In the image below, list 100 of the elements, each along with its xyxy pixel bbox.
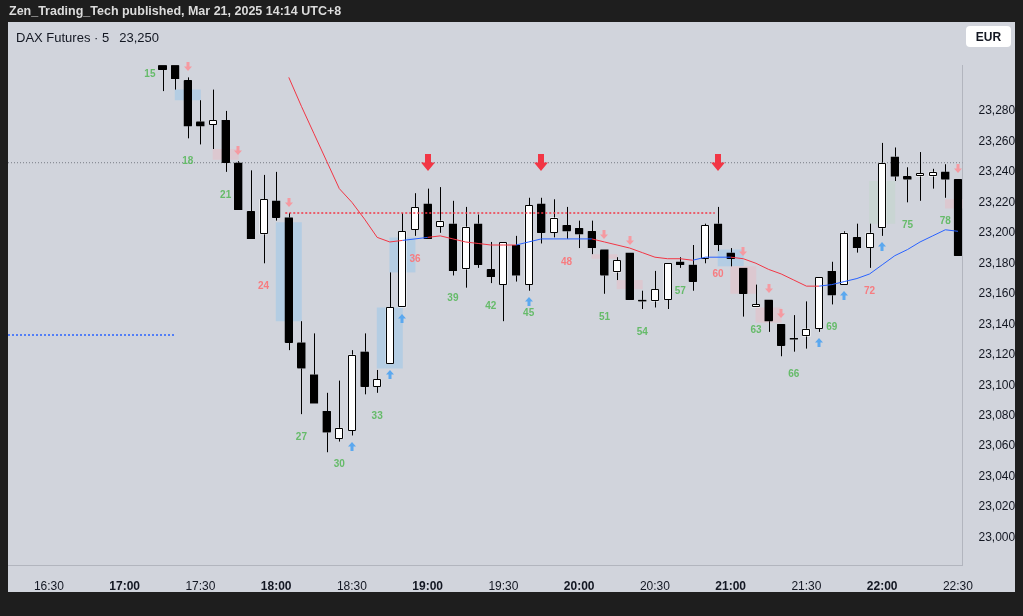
candlestick [815,277,824,333]
candlestick [297,320,306,415]
candlestick [474,214,483,269]
annotation: 42 [485,299,497,311]
candlestick [183,76,192,139]
x-tick-label: 16:30 [33,578,65,593]
annotation: 75 [901,219,914,231]
candlestick [827,261,836,305]
candlestick [739,267,748,318]
y-tick-label: 23,040 [978,468,1016,483]
annotation: 63 [750,324,762,336]
candlestick [549,198,558,238]
candlestick [486,241,495,284]
text: 23,250 [119,30,159,45]
candlestick [436,186,445,234]
candlestick [688,244,697,292]
x-tick-label: 19:00 [412,578,444,593]
x-tick-label: 17:00 [109,578,141,593]
candlestick [398,212,407,308]
candlestick [423,188,432,239]
annotation: 66 [788,368,800,380]
x-tick-label: 20:00 [563,578,595,593]
candlestick [360,332,369,395]
x-tick-label: 20:30 [639,578,671,593]
candlestick [613,256,622,281]
candlestick [726,247,735,267]
chart-title: DAX Futures · 5 [16,30,110,45]
x-tick-label: 22:00 [866,578,898,593]
candlestick [764,299,773,333]
candlestick [209,89,218,150]
candlestick [840,230,849,285]
candlestick [650,270,659,308]
candlestick [916,151,925,202]
text: Zen_Trading_Tech published, Mar 21, 2025 14:14 UTC+8 [9,4,342,18]
candlestick [310,332,319,404]
x-tick-label: 21:00 [715,578,747,593]
x-tick-label: 22:30 [942,578,974,593]
candlestick [461,206,470,289]
candlestick [941,163,950,199]
y-tick-label: 23,100 [978,377,1016,392]
annotation: 24 [257,280,270,292]
candlestick [928,168,937,190]
x-tick-label: 17:30 [185,578,216,593]
candlestick [385,271,394,364]
candlestick [347,349,356,436]
y-tick-label: 23,180 [978,255,1016,270]
candlestick [890,146,899,182]
annotation: 48 [561,255,573,267]
y-tick-label: 23,020 [978,499,1016,514]
candlestick [575,220,584,249]
x-tick-label: 18:30 [336,578,368,593]
candlestick [600,249,609,295]
candlestick [373,369,382,394]
y-tick-label: 23,000 [978,529,1016,544]
candlestick [903,166,912,203]
annotation: 33 [371,409,384,421]
candlestick [562,206,571,240]
y-tick-label: 23,120 [978,347,1016,362]
candlestick [777,324,786,357]
candlestick [284,212,293,351]
candlestick [196,99,205,145]
annotation: 60 [712,267,725,279]
annotation: 51 [598,310,611,322]
x-tick-label: 18:00 [260,578,292,593]
candlestick [411,192,420,237]
candlestick [171,65,180,91]
y-tick-label: 23,200 [978,225,1016,240]
candlestick [751,284,760,308]
annotation: 18 [182,155,194,167]
candlestick [221,110,230,173]
y-tick-label: 23,240 [978,164,1016,179]
candlestick [865,223,874,269]
annotation: 69 [826,321,838,333]
candlestick [802,300,811,350]
annotation: 54 [636,325,649,337]
annotation: 39 [447,292,459,304]
y-tick-label: 23,160 [978,286,1016,301]
candlestick [234,160,243,210]
y-tick-label: 23,260 [978,133,1016,148]
candlestick [335,380,344,443]
candlestick [878,142,887,237]
annotation: 36 [409,252,422,264]
annotation: 72 [864,284,876,296]
candlestick [259,174,268,264]
candlestick [246,169,255,239]
annotation: 45 [523,307,535,319]
x-tick-label: 19:30 [488,578,519,593]
candlestick [272,171,281,222]
y-tick-label: 23,080 [978,407,1016,422]
candlestick [322,392,331,453]
candlestick [448,200,457,276]
candlestick [524,197,533,292]
candlestick [663,263,672,310]
annotation: 27 [295,430,308,442]
y-tick-label: 23,060 [978,438,1016,453]
candlestick [714,206,723,252]
candlestick [852,223,861,254]
x-tick-label: 21:30 [791,578,822,593]
annotation: 15 [144,67,156,79]
annotation: 30 [333,458,346,470]
